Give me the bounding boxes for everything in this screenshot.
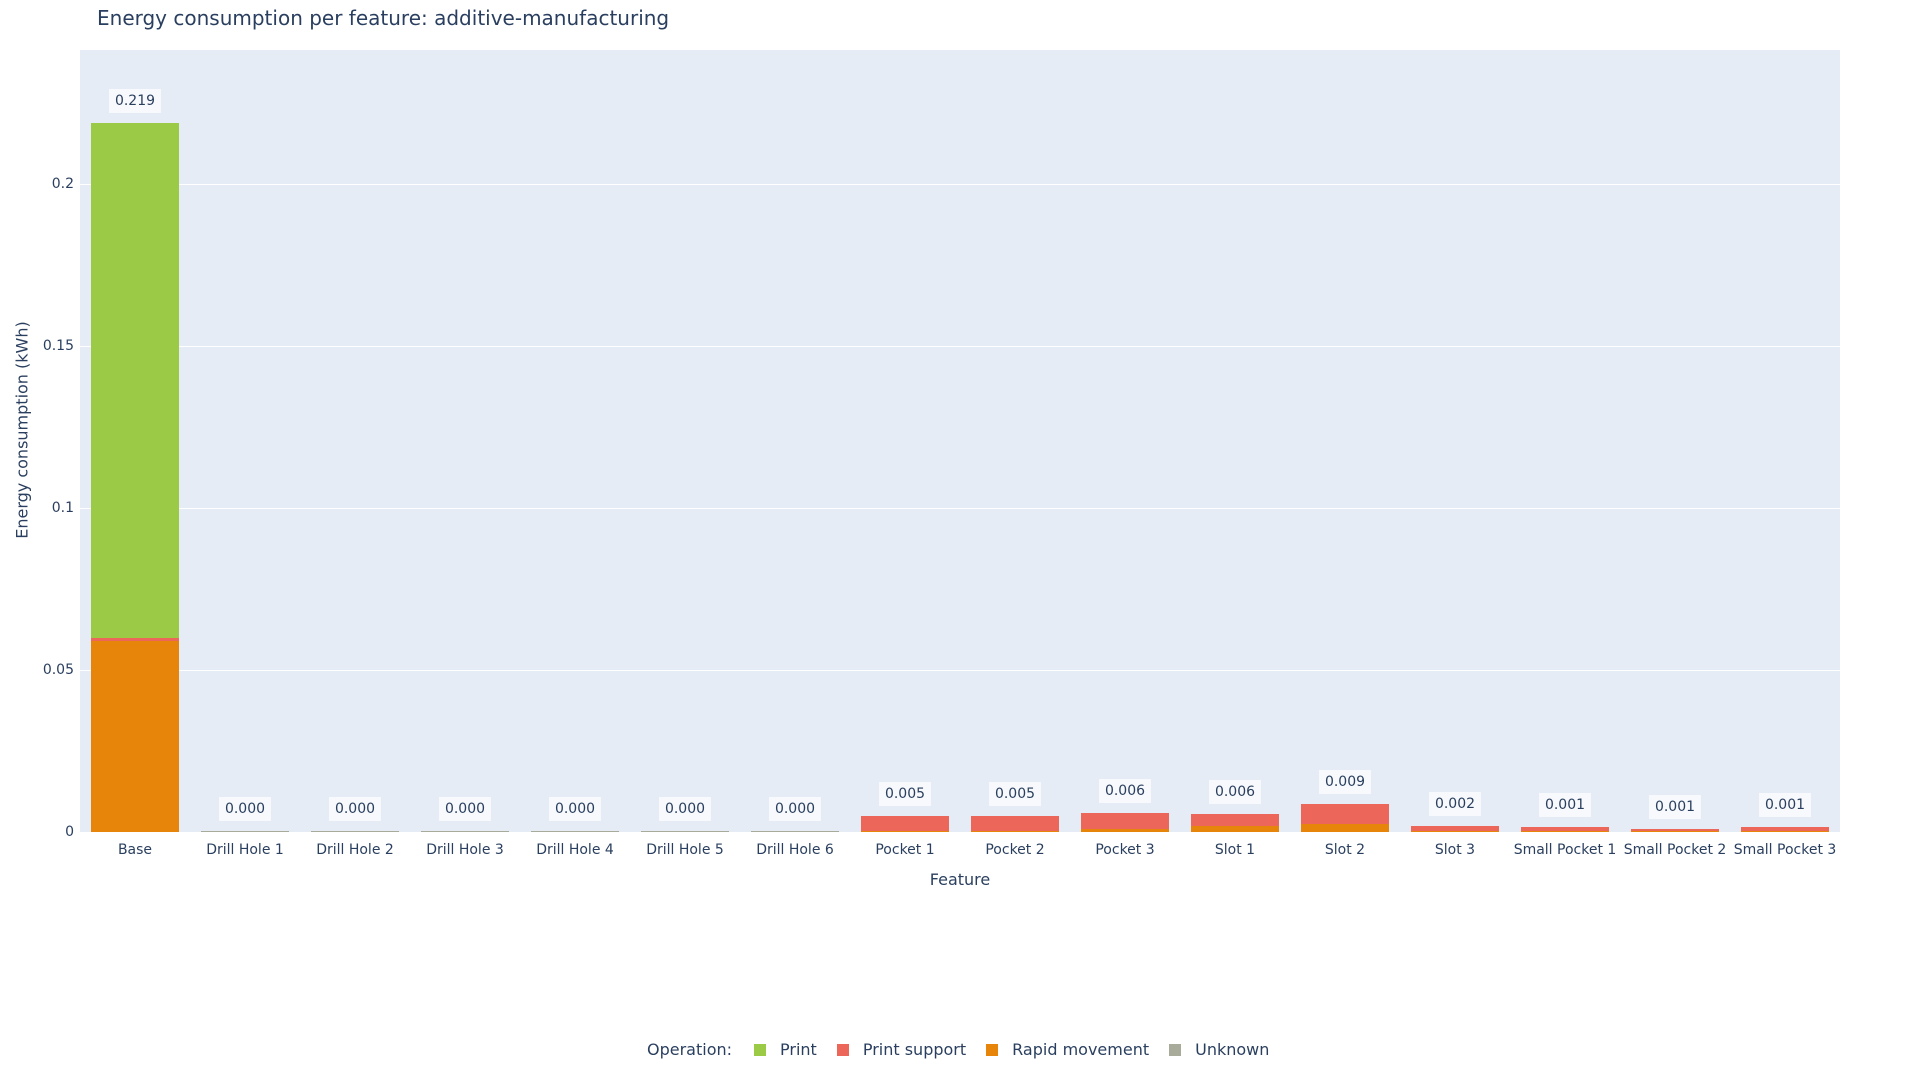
x-tick-label: Slot 3 [1434,842,1476,858]
chart-title: Energy consumption per feature: additive… [97,6,670,30]
gridline [80,346,1840,348]
legend-swatch-icon [754,1043,767,1056]
bar-value-label: 0.000 [548,797,602,821]
x-tick-label: Drill Hole 1 [206,842,284,858]
bar-value-label: 0.002 [1428,791,1482,816]
x-tick-label: Pocket 1 [875,842,935,858]
bar-segment-print-support[interactable] [1301,804,1389,824]
y-tick-label: 0 [65,824,74,840]
bar-value-label: 0.001 [1758,793,1812,818]
bar-value-label: 0.005 [878,781,932,806]
bar-value-label: 0.006 [1208,779,1262,804]
legend-item-print-support[interactable]: Print support [836,1040,967,1059]
x-tick-label: Small Pocket 2 [1623,842,1727,858]
y-tick-label: 0.2 [51,176,74,193]
bar-segment-rapid-movement[interactable] [971,831,1059,832]
x-tick-label: Base [117,842,153,858]
bar-segment-print-support[interactable] [1411,825,1499,831]
bar-segment-unknown[interactable] [421,831,509,832]
y-axis-title: Energy consumption (kWh) [12,321,32,539]
x-axis-title: Feature [929,870,991,889]
gridline [80,184,1840,186]
bar-value-label: 0.219 [108,88,162,113]
x-tick-label: Drill Hole 2 [316,842,394,858]
bar-segment-print-support[interactable] [861,815,949,831]
bar-segment-print-support[interactable] [971,815,1059,831]
legend-swatch-icon [1169,1043,1182,1056]
x-tick-label: Small Pocket 3 [1733,842,1837,858]
bar-value-label: 0.000 [438,797,492,821]
bar-segment-print-support[interactable] [91,637,179,642]
bar-segment-unknown[interactable] [531,831,619,832]
bar-segment-rapid-movement[interactable] [91,641,179,832]
bar-segment-print-support[interactable] [1521,827,1609,831]
x-tick-label: Drill Hole 4 [536,842,614,858]
bar-segment-unknown[interactable] [641,831,729,832]
x-tick-label: Drill Hole 5 [646,842,724,858]
bar-segment-unknown[interactable] [751,831,839,832]
bar-segment-print-support[interactable] [1741,827,1829,831]
legend-item-print[interactable]: Print [754,1040,817,1059]
x-tick-label: Pocket 3 [1095,842,1155,858]
x-tick-label: Slot 1 [1214,842,1256,858]
gridline [80,508,1840,510]
gridline [80,670,1840,672]
bar-segment-unknown[interactable] [311,831,399,832]
y-tick-label: 0.1 [51,500,74,517]
legend-label: Rapid movement [1012,1040,1150,1059]
x-tick-label: Pocket 2 [985,842,1045,858]
legend-title: Operation: [647,1040,733,1059]
legend-item-rapid-movement[interactable]: Rapid movement [986,1040,1149,1059]
bar-value-label: 0.000 [328,797,382,821]
bar-value-label: 0.000 [768,797,822,821]
legend-label: Print [780,1040,817,1059]
bar-value-label: 0.000 [218,797,272,821]
bar-segment-rapid-movement[interactable] [861,831,949,832]
bar-segment-print-support[interactable] [1191,813,1279,827]
bar-segment-rapid-movement[interactable] [1191,826,1279,832]
x-tick-label: Slot 2 [1324,842,1366,858]
bar-value-label: 0.000 [658,797,712,821]
bar-segment-rapid-movement[interactable] [1741,831,1829,832]
bar-value-label: 0.009 [1318,770,1372,795]
bar-value-label: 0.001 [1648,794,1702,819]
bar-segment-print-support[interactable] [1081,812,1169,830]
plot-area [80,50,1840,832]
bar-value-label: 0.006 [1098,778,1152,803]
bar-segment-print[interactable] [91,122,179,638]
legend-label: Unknown [1195,1040,1270,1059]
bar-segment-unknown[interactable] [201,831,289,832]
bar-segment-print-support[interactable] [1631,828,1719,831]
bar-segment-rapid-movement[interactable] [1411,831,1499,832]
x-tick-label: Drill Hole 3 [426,842,504,858]
legend-swatch-icon [986,1043,999,1056]
bar-value-label: 0.005 [988,781,1042,806]
bar-value-label: 0.001 [1538,793,1592,818]
bar-segment-rapid-movement[interactable] [1631,831,1719,832]
bar-segment-rapid-movement[interactable] [1521,831,1609,832]
legend-item-unknown[interactable]: Unknown [1169,1040,1269,1059]
legend-swatch-icon [836,1043,849,1056]
bar-segment-rapid-movement[interactable] [1301,823,1389,832]
y-tick-label: 0.15 [42,338,74,355]
x-tick-label: Drill Hole 6 [756,842,834,858]
legend: Operation: Print Print support Rapid movem… [647,1040,1289,1059]
y-tick-label: 0.05 [42,662,74,679]
x-tick-label: Small Pocket 1 [1513,842,1617,858]
bar-segment-rapid-movement[interactable] [1081,829,1169,832]
legend-label: Print support [862,1040,967,1059]
